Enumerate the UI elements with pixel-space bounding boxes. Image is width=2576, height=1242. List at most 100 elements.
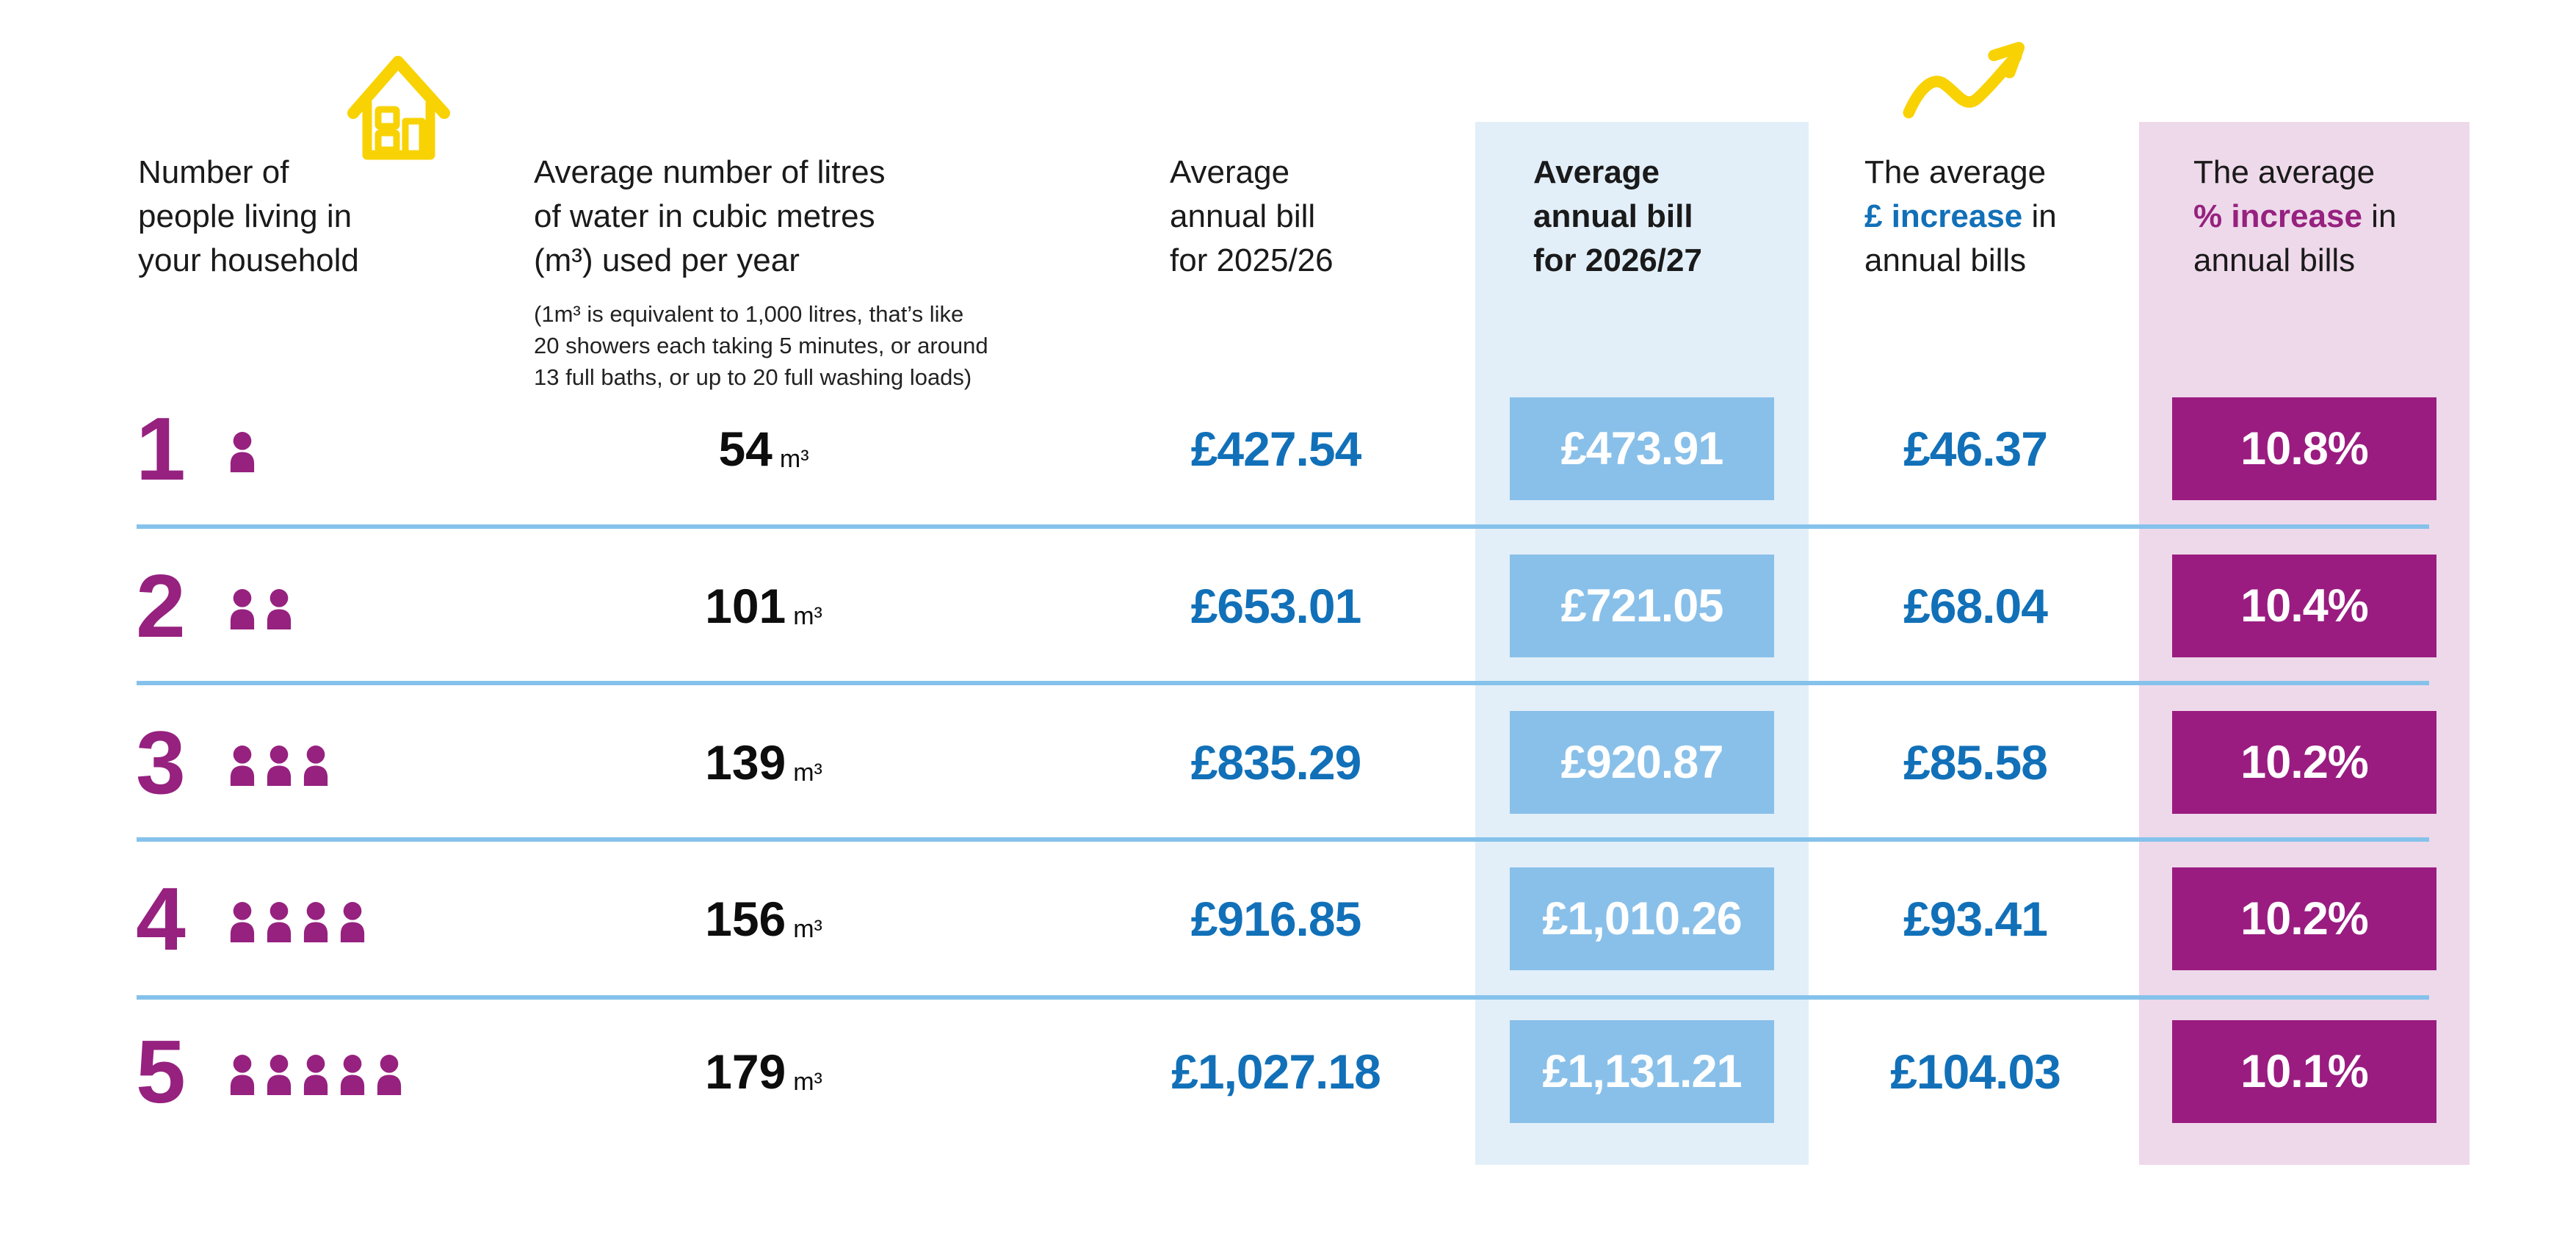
row-separator — [137, 524, 2429, 529]
litres-unit: m³ — [793, 915, 822, 943]
person-icons — [229, 704, 329, 821]
litres-note-line: 13 full baths, or up to 20 full washing … — [534, 364, 972, 390]
bill-2025-cell: £427.54 — [1149, 390, 1403, 508]
litres-value: 179 — [705, 1044, 786, 1099]
increase-gbp-value: £46.37 — [1903, 422, 2048, 476]
household-size: 2 — [136, 547, 186, 665]
litres-cell: 139 m³ — [646, 704, 881, 821]
increase-pct-cell: 10.1% — [2172, 1020, 2436, 1123]
header-increase-pct-line: % increase in — [2193, 195, 2396, 239]
bill-2025-cell: £835.29 — [1149, 704, 1403, 821]
bill-2025-cell: £653.01 — [1149, 547, 1403, 665]
person-icons — [229, 547, 292, 665]
header-litres: Average number of litres of water in cub… — [534, 151, 886, 283]
table-row: 5 179 m³ £1,027.18 £1,131.21 £104.03 10.1… — [0, 1013, 2576, 1130]
header-bill-2025-line: annual bill — [1170, 198, 1316, 234]
household-size: 3 — [136, 704, 186, 821]
header-people-line: people living in — [138, 198, 352, 234]
header-increase-pct: The average % increase in annual bills — [2193, 151, 2396, 283]
person-icon — [267, 588, 292, 629]
increase-gbp-cell: £68.04 — [1858, 547, 2093, 665]
household-size: 1 — [136, 390, 186, 508]
person-icon — [340, 1054, 365, 1095]
header-increase-gbp: The average £ increase in annual bills — [1864, 151, 2057, 283]
increase-pct-after: in — [2362, 198, 2397, 234]
bill-2026-value: £920.87 — [1560, 737, 1724, 788]
header-bill-2025: Average annual bill for 2025/26 — [1170, 151, 1334, 283]
litres-note-line: (1m³ is equivalent to 1,000 litres, that… — [534, 301, 964, 327]
person-icons — [229, 860, 366, 978]
header-people-line: your household — [138, 242, 359, 278]
increase-gbp-cell: £85.58 — [1858, 704, 2093, 821]
increase-pct-value: 10.2% — [2240, 737, 2369, 788]
increase-gbp-after: in — [2022, 198, 2057, 234]
bill-2025-value: £916.85 — [1190, 892, 1362, 946]
header-litres-line: Average number of litres — [534, 154, 886, 190]
increase-pct-strong: % increase — [2193, 198, 2362, 234]
litres-cell: 54 m³ — [646, 390, 881, 508]
bill-2026-cell: £1,131.21 — [1510, 1020, 1774, 1123]
litres-value: 54 — [718, 422, 773, 476]
bill-2026-cell: £473.91 — [1510, 397, 1774, 500]
increase-pct-cell: 10.4% — [2172, 555, 2436, 657]
header-litres-line: (m³) used per year — [534, 242, 800, 278]
bill-2025-value: £653.01 — [1190, 579, 1362, 633]
person-icon — [267, 745, 292, 786]
increase-pct-cell: 10.2% — [2172, 711, 2436, 814]
household-size-value: 3 — [136, 712, 186, 812]
increase-gbp-value: £93.41 — [1903, 892, 2048, 946]
person-icon — [230, 901, 255, 942]
table-row: 4 156 m³ £916.85 £1,010.26 £93.41 10.2% — [0, 860, 2576, 978]
increase-gbp-cell: £104.03 — [1858, 1013, 2093, 1130]
household-size: 5 — [136, 1013, 186, 1130]
header-bill-2026-line: annual bill — [1533, 198, 1693, 234]
person-icon — [303, 745, 328, 786]
increase-gbp-value: £85.58 — [1903, 735, 2048, 790]
header-increase-gbp-line: £ increase in — [1864, 195, 2057, 239]
person-icon — [230, 588, 255, 629]
header-litres-line: of water in cubic metres — [534, 198, 875, 234]
bill-2025-cell: £916.85 — [1149, 860, 1403, 978]
bill-2026-cell: £721.05 — [1510, 555, 1774, 657]
bill-2026-cell: £920.87 — [1510, 711, 1774, 814]
increase-pct-value: 10.8% — [2240, 423, 2369, 474]
bill-2026-cell: £1,010.26 — [1510, 867, 1774, 970]
household-size-value: 1 — [136, 399, 186, 499]
header-people-line: Number of — [138, 154, 289, 190]
row-separator — [137, 995, 2429, 1000]
header-increase-gbp-line: The average — [1864, 154, 2047, 190]
increase-pct-value: 10.1% — [2240, 1046, 2369, 1097]
table-row: 2 101 m³ £653.01 £721.05 £68.04 10.4% — [0, 547, 2576, 665]
increase-pct-cell: 10.2% — [2172, 867, 2436, 970]
bill-2026-value: £1,010.26 — [1542, 893, 1742, 945]
person-icon — [230, 431, 255, 472]
increase-gbp-cell: £93.41 — [1858, 860, 2093, 978]
person-icon — [267, 901, 292, 942]
person-icon — [303, 1054, 328, 1095]
header-increase-pct-line: annual bills — [2193, 242, 2356, 278]
litres-unit: m³ — [779, 445, 809, 473]
person-icon — [303, 901, 328, 942]
household-size: 4 — [136, 860, 186, 978]
household-size-value: 5 — [136, 1022, 186, 1122]
litres-value: 101 — [705, 579, 786, 633]
header-bill-2025-line: Average — [1170, 154, 1290, 190]
increase-gbp-value: £68.04 — [1903, 579, 2048, 633]
person-icon — [340, 901, 365, 942]
litres-note-line: 20 showers each taking 5 minutes, or aro… — [534, 333, 988, 358]
person-icon — [377, 1054, 402, 1095]
person-icon — [230, 745, 255, 786]
litres-cell: 156 m³ — [646, 860, 881, 978]
header-bill-2026-line: Average — [1533, 154, 1660, 190]
litres-value: 156 — [705, 892, 786, 946]
header-increase-pct-line: The average — [2193, 154, 2376, 190]
header-bill-2026: Average annual bill for 2026/27 — [1533, 151, 1702, 283]
litres-unit: m³ — [793, 759, 822, 787]
person-icons — [229, 1013, 402, 1130]
row-separator — [137, 681, 2429, 685]
header-people: Number of people living in your househol… — [138, 151, 359, 283]
person-icon — [267, 1054, 292, 1095]
person-icon — [230, 1054, 255, 1095]
litres-cell: 179 m³ — [646, 1013, 881, 1130]
